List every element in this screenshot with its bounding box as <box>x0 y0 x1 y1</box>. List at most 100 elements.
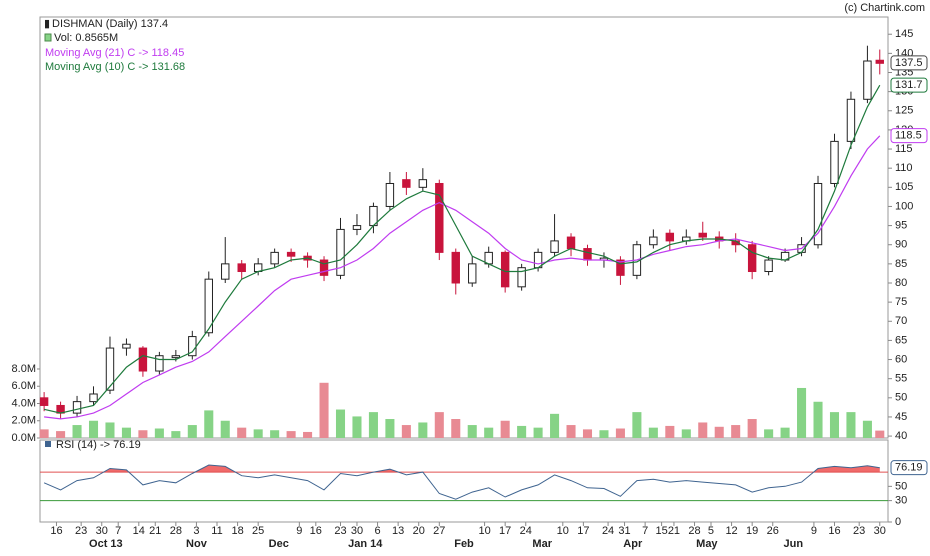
candle-body <box>352 225 362 230</box>
candle-body <box>418 179 428 188</box>
volume-bar <box>517 425 527 438</box>
volume-bar <box>829 412 840 438</box>
volume-bar <box>154 428 164 438</box>
y-tick-label: 55 <box>895 373 907 385</box>
moving-average-line <box>43 84 881 414</box>
x-tick-label: 23 <box>334 525 346 537</box>
volume-bar <box>797 387 807 438</box>
candle-body <box>319 259 329 276</box>
x-tick-label: 28 <box>170 525 182 537</box>
copyright: (c) Chartink.com <box>844 2 925 14</box>
volume-bar <box>582 429 593 438</box>
x-tick-label: 30 <box>351 525 363 537</box>
candle-body <box>286 251 296 257</box>
month-label: Mar <box>532 538 552 550</box>
y-tick-label: 145 <box>895 28 913 40</box>
x-tick-label: 10 <box>557 525 569 537</box>
volume-bar <box>747 419 757 438</box>
candle-body <box>105 347 115 391</box>
x-tick-label: 20 <box>413 525 425 537</box>
volume-bar <box>270 430 280 438</box>
candle-body <box>171 355 181 359</box>
volume-bar <box>204 410 214 438</box>
rsi-badge-label: 76.19 <box>895 462 923 474</box>
candle-body <box>500 251 510 288</box>
candle-body <box>649 236 658 246</box>
candle-body <box>550 240 559 253</box>
candle-body <box>468 263 477 284</box>
x-tick-label: 27 <box>433 525 445 537</box>
rsi-line <box>43 464 880 500</box>
volume-bar <box>385 419 395 438</box>
price-badge <box>890 128 928 144</box>
volume-tick-label: 6.0M <box>12 380 36 392</box>
volume-bar <box>813 401 823 438</box>
candle-body <box>221 263 230 280</box>
volume-bar <box>846 412 856 438</box>
candle-body <box>813 182 823 246</box>
candle-body <box>435 182 444 253</box>
legend-entry: Moving Avg (21) C -> 118.45 <box>45 47 184 59</box>
month-label: Apr <box>623 538 643 550</box>
legend-title: DISHMAN (Daily) 137.4 <box>52 18 168 30</box>
month-label: Feb <box>454 538 474 550</box>
candle-body <box>846 98 856 142</box>
x-tick-label: 30 <box>874 525 886 537</box>
month-label: Nov <box>186 538 208 550</box>
x-tick-label: 23 <box>75 525 87 537</box>
volume-bar <box>286 431 296 438</box>
volume-bar <box>665 425 675 438</box>
rsi-legend: RSI (14) -> 76.19 <box>56 439 141 451</box>
volume-bar <box>303 431 313 438</box>
x-tick-label: 9 <box>296 525 302 537</box>
candle-body <box>875 59 884 64</box>
volume-bar <box>220 420 230 438</box>
price-badge <box>890 55 928 71</box>
candle-body <box>336 228 345 276</box>
legend-volume: Vol: 0.8565M <box>54 32 118 44</box>
volume-bar <box>418 422 428 438</box>
volume-bar <box>335 409 346 438</box>
y-tick-label: 125 <box>895 105 913 117</box>
candle-body <box>237 263 246 273</box>
legend-entry: Moving Avg (10) C -> 131.68 <box>45 61 185 73</box>
x-tick-label: 25 <box>252 525 264 537</box>
month-label: Jan 14 <box>348 538 383 550</box>
volume-bar <box>681 429 691 438</box>
price-badge-label: 137.5 <box>895 57 923 69</box>
volume-bar <box>764 429 774 438</box>
y-tick-label: 80 <box>895 277 907 289</box>
candle-body <box>385 182 395 207</box>
volume-bar <box>319 382 329 438</box>
y-tick-label: 65 <box>895 334 907 346</box>
y-tick-label: 40 <box>895 430 907 442</box>
x-tick-label: 16 <box>50 525 62 537</box>
volume-bar <box>171 431 181 438</box>
x-tick-label: 14 <box>133 525 145 537</box>
volume-bar <box>105 422 115 438</box>
month-label: May <box>696 538 718 550</box>
volume-bar <box>88 420 99 438</box>
candle-body <box>451 251 460 284</box>
volume-bar <box>56 431 66 438</box>
x-tick-label: 31 <box>618 525 630 537</box>
y-tick-label: 115 <box>895 143 913 155</box>
candle-body <box>830 140 839 184</box>
volume-bar <box>566 425 576 438</box>
x-tick-label: 7 <box>642 525 648 537</box>
x-tick-label: 5 <box>708 525 714 537</box>
y-tick-label: 85 <box>895 258 907 270</box>
y-tick-label: 60 <box>895 353 907 365</box>
month-label: Oct 13 <box>89 538 123 550</box>
rsi-badge <box>890 460 928 476</box>
candle-body <box>39 397 49 406</box>
candle-body <box>698 232 707 238</box>
volume-bar <box>352 416 362 438</box>
candle-body <box>764 259 773 273</box>
candle-body <box>270 251 279 265</box>
x-tick-label: 24 <box>602 525 614 537</box>
volume-bar <box>253 429 263 438</box>
candle-body <box>155 355 164 372</box>
